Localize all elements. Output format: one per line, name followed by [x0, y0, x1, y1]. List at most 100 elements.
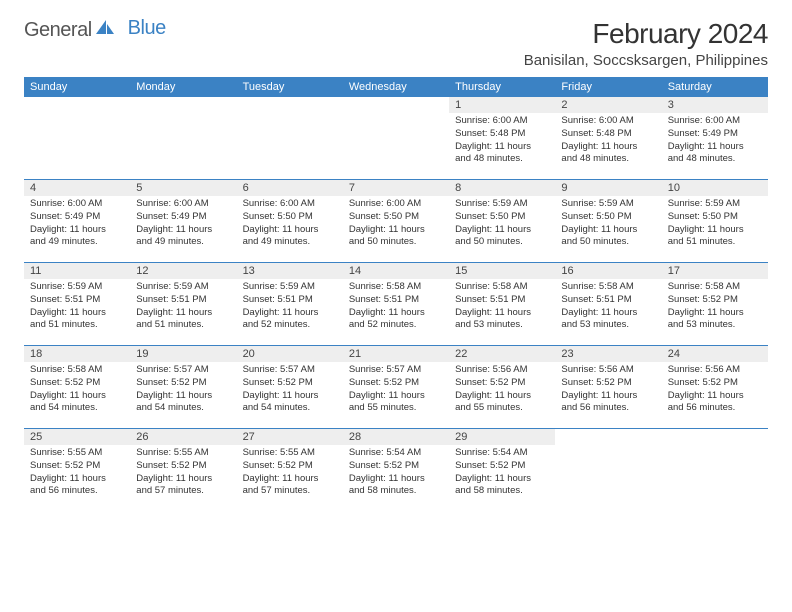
day-number	[237, 97, 343, 113]
calendar-week: 18Sunrise: 5:58 AMSunset: 5:52 PMDayligh…	[24, 345, 768, 428]
day-number: 28	[343, 429, 449, 445]
day-number: 21	[343, 346, 449, 362]
calendar-cell: 18Sunrise: 5:58 AMSunset: 5:52 PMDayligh…	[24, 346, 130, 428]
day-number: 6	[237, 180, 343, 196]
calendar-cell: 25Sunrise: 5:55 AMSunset: 5:52 PMDayligh…	[24, 429, 130, 511]
calendar-cell: 10Sunrise: 5:59 AMSunset: 5:50 PMDayligh…	[662, 180, 768, 262]
day-info: Sunrise: 5:59 AMSunset: 5:51 PMDaylight:…	[24, 279, 130, 334]
day-info: Sunrise: 5:58 AMSunset: 5:51 PMDaylight:…	[555, 279, 661, 334]
calendar-cell: 14Sunrise: 5:58 AMSunset: 5:51 PMDayligh…	[343, 263, 449, 345]
day-number: 18	[24, 346, 130, 362]
day-number: 5	[130, 180, 236, 196]
calendar-cell: 20Sunrise: 5:57 AMSunset: 5:52 PMDayligh…	[237, 346, 343, 428]
day-number: 3	[662, 97, 768, 113]
day-info: Sunrise: 5:59 AMSunset: 5:51 PMDaylight:…	[237, 279, 343, 334]
calendar-cell: 26Sunrise: 5:55 AMSunset: 5:52 PMDayligh…	[130, 429, 236, 511]
day-number	[24, 97, 130, 113]
calendar-cell	[237, 97, 343, 179]
calendar-cell: 17Sunrise: 5:58 AMSunset: 5:52 PMDayligh…	[662, 263, 768, 345]
day-number: 27	[237, 429, 343, 445]
dow-label: Wednesday	[343, 77, 449, 97]
day-number: 13	[237, 263, 343, 279]
day-info: Sunrise: 5:59 AMSunset: 5:50 PMDaylight:…	[555, 196, 661, 251]
calendar-grid: SundayMondayTuesdayWednesdayThursdayFrid…	[24, 77, 768, 511]
day-info: Sunrise: 5:56 AMSunset: 5:52 PMDaylight:…	[555, 362, 661, 417]
day-number: 23	[555, 346, 661, 362]
day-info: Sunrise: 5:56 AMSunset: 5:52 PMDaylight:…	[662, 362, 768, 417]
brand-part2: Blue	[128, 17, 166, 40]
day-number	[130, 97, 236, 113]
dow-label: Friday	[555, 77, 661, 97]
calendar-cell: 8Sunrise: 5:59 AMSunset: 5:50 PMDaylight…	[449, 180, 555, 262]
calendar-cell: 28Sunrise: 5:54 AMSunset: 5:52 PMDayligh…	[343, 429, 449, 511]
day-number: 10	[662, 180, 768, 196]
day-info: Sunrise: 5:57 AMSunset: 5:52 PMDaylight:…	[130, 362, 236, 417]
month-title: February 2024	[524, 18, 768, 50]
brand-logo: General Blue	[24, 18, 166, 42]
calendar-cell: 23Sunrise: 5:56 AMSunset: 5:52 PMDayligh…	[555, 346, 661, 428]
weeks-container: 1Sunrise: 6:00 AMSunset: 5:48 PMDaylight…	[24, 97, 768, 511]
calendar-cell: 1Sunrise: 6:00 AMSunset: 5:48 PMDaylight…	[449, 97, 555, 179]
day-number: 8	[449, 180, 555, 196]
day-number: 29	[449, 429, 555, 445]
day-info: Sunrise: 6:00 AMSunset: 5:48 PMDaylight:…	[555, 113, 661, 168]
calendar-week: 4Sunrise: 6:00 AMSunset: 5:49 PMDaylight…	[24, 179, 768, 262]
day-number: 15	[449, 263, 555, 279]
calendar-cell: 29Sunrise: 5:54 AMSunset: 5:52 PMDayligh…	[449, 429, 555, 511]
day-info: Sunrise: 6:00 AMSunset: 5:50 PMDaylight:…	[343, 196, 449, 251]
day-number	[555, 429, 661, 445]
calendar-cell	[343, 97, 449, 179]
calendar-cell	[662, 429, 768, 511]
calendar-cell: 5Sunrise: 6:00 AMSunset: 5:49 PMDaylight…	[130, 180, 236, 262]
day-info: Sunrise: 6:00 AMSunset: 5:49 PMDaylight:…	[662, 113, 768, 168]
day-info: Sunrise: 6:00 AMSunset: 5:49 PMDaylight:…	[130, 196, 236, 251]
day-info: Sunrise: 5:55 AMSunset: 5:52 PMDaylight:…	[24, 445, 130, 500]
day-info: Sunrise: 5:55 AMSunset: 5:52 PMDaylight:…	[130, 445, 236, 500]
calendar-cell	[24, 97, 130, 179]
calendar-cell: 9Sunrise: 5:59 AMSunset: 5:50 PMDaylight…	[555, 180, 661, 262]
dow-label: Monday	[130, 77, 236, 97]
calendar-cell: 12Sunrise: 5:59 AMSunset: 5:51 PMDayligh…	[130, 263, 236, 345]
day-number: 12	[130, 263, 236, 279]
calendar-cell: 22Sunrise: 5:56 AMSunset: 5:52 PMDayligh…	[449, 346, 555, 428]
day-number: 7	[343, 180, 449, 196]
calendar-cell: 7Sunrise: 6:00 AMSunset: 5:50 PMDaylight…	[343, 180, 449, 262]
day-number: 11	[24, 263, 130, 279]
calendar-cell	[130, 97, 236, 179]
day-info: Sunrise: 6:00 AMSunset: 5:50 PMDaylight:…	[237, 196, 343, 251]
calendar-week: 1Sunrise: 6:00 AMSunset: 5:48 PMDaylight…	[24, 97, 768, 179]
day-number: 17	[662, 263, 768, 279]
day-info: Sunrise: 5:59 AMSunset: 5:50 PMDaylight:…	[449, 196, 555, 251]
day-number: 2	[555, 97, 661, 113]
day-number: 9	[555, 180, 661, 196]
day-number: 1	[449, 97, 555, 113]
calendar-cell: 11Sunrise: 5:59 AMSunset: 5:51 PMDayligh…	[24, 263, 130, 345]
day-of-week-header: SundayMondayTuesdayWednesdayThursdayFrid…	[24, 77, 768, 97]
calendar-cell	[555, 429, 661, 511]
calendar-cell: 2Sunrise: 6:00 AMSunset: 5:48 PMDaylight…	[555, 97, 661, 179]
calendar-cell: 3Sunrise: 6:00 AMSunset: 5:49 PMDaylight…	[662, 97, 768, 179]
dow-label: Sunday	[24, 77, 130, 97]
day-info: Sunrise: 5:56 AMSunset: 5:52 PMDaylight:…	[449, 362, 555, 417]
day-info: Sunrise: 5:58 AMSunset: 5:52 PMDaylight:…	[662, 279, 768, 334]
day-info: Sunrise: 5:58 AMSunset: 5:51 PMDaylight:…	[449, 279, 555, 334]
day-info: Sunrise: 6:00 AMSunset: 5:48 PMDaylight:…	[449, 113, 555, 168]
day-number: 25	[24, 429, 130, 445]
calendar-cell: 13Sunrise: 5:59 AMSunset: 5:51 PMDayligh…	[237, 263, 343, 345]
day-info: Sunrise: 5:59 AMSunset: 5:51 PMDaylight:…	[130, 279, 236, 334]
title-block: February 2024 Banisilan, Soccsksargen, P…	[524, 18, 768, 69]
day-number: 24	[662, 346, 768, 362]
calendar-cell: 19Sunrise: 5:57 AMSunset: 5:52 PMDayligh…	[130, 346, 236, 428]
day-number: 14	[343, 263, 449, 279]
day-number: 16	[555, 263, 661, 279]
day-number: 20	[237, 346, 343, 362]
day-info: Sunrise: 5:58 AMSunset: 5:52 PMDaylight:…	[24, 362, 130, 417]
day-info: Sunrise: 5:54 AMSunset: 5:52 PMDaylight:…	[343, 445, 449, 500]
day-number	[343, 97, 449, 113]
calendar-cell: 16Sunrise: 5:58 AMSunset: 5:51 PMDayligh…	[555, 263, 661, 345]
day-number: 26	[130, 429, 236, 445]
brand-part1: General	[24, 19, 92, 42]
calendar-cell: 4Sunrise: 6:00 AMSunset: 5:49 PMDaylight…	[24, 180, 130, 262]
day-number: 4	[24, 180, 130, 196]
calendar-cell: 21Sunrise: 5:57 AMSunset: 5:52 PMDayligh…	[343, 346, 449, 428]
